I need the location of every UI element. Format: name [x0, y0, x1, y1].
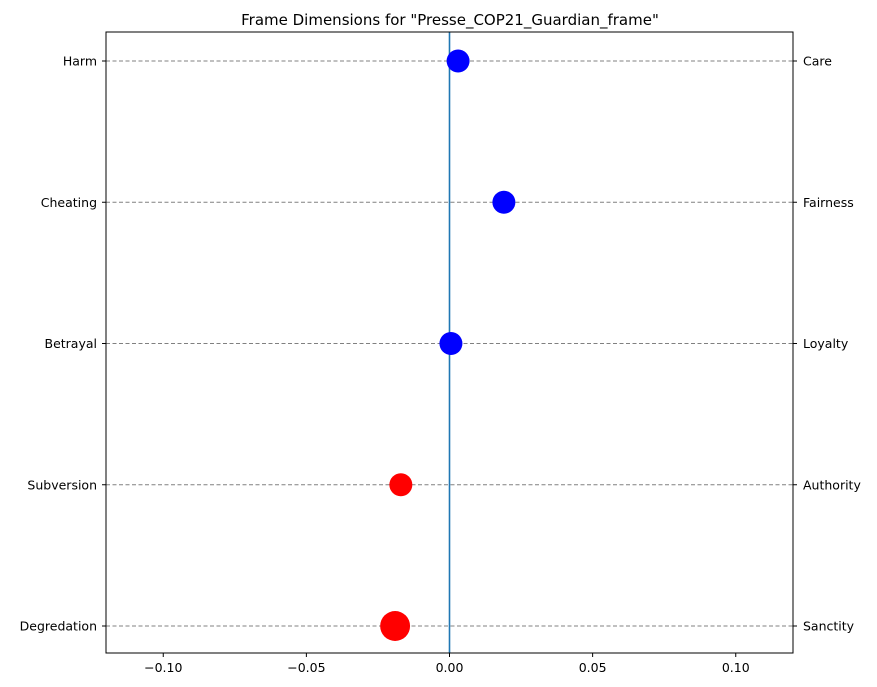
- right-tick-label: Authority: [803, 477, 861, 492]
- data-point: [446, 49, 470, 73]
- right-tick-label: Sanctity: [803, 619, 855, 634]
- right-tick-label: Fairness: [803, 195, 854, 210]
- gridlines: [106, 60, 793, 627]
- left-tick-label: Subversion: [27, 477, 97, 492]
- x-tick-label: −0.10: [144, 660, 182, 675]
- left-tick-label: Cheating: [41, 195, 97, 210]
- left-axis-labels: Harm Cheating Betrayal Subversion Degredatio…: [20, 54, 106, 634]
- data-point: [439, 332, 463, 355]
- data-point: [492, 190, 516, 214]
- left-tick-label: Degredation: [20, 619, 97, 634]
- data-points: [380, 32, 516, 653]
- x-tick-label: 0.05: [579, 660, 607, 675]
- x-tick-label: −0.05: [287, 660, 325, 675]
- right-tick-label: Loyalty: [803, 336, 849, 351]
- left-tick-label: Betrayal: [45, 336, 98, 351]
- right-axis-labels: Care Fairness Loyalty Authority Sanctity: [793, 54, 861, 634]
- chart-title: Frame Dimensions for "Presse_COP21_Guard…: [241, 11, 659, 30]
- x-axis: −0.10 −0.05 0.00 0.05 0.10: [144, 653, 750, 675]
- x-tick-label: 0.00: [436, 660, 464, 675]
- x-tick-label: 0.10: [722, 660, 750, 675]
- left-tick-label: Harm: [63, 54, 97, 69]
- data-point: [380, 611, 411, 641]
- data-point: [389, 473, 413, 497]
- right-tick-label: Care: [803, 54, 832, 69]
